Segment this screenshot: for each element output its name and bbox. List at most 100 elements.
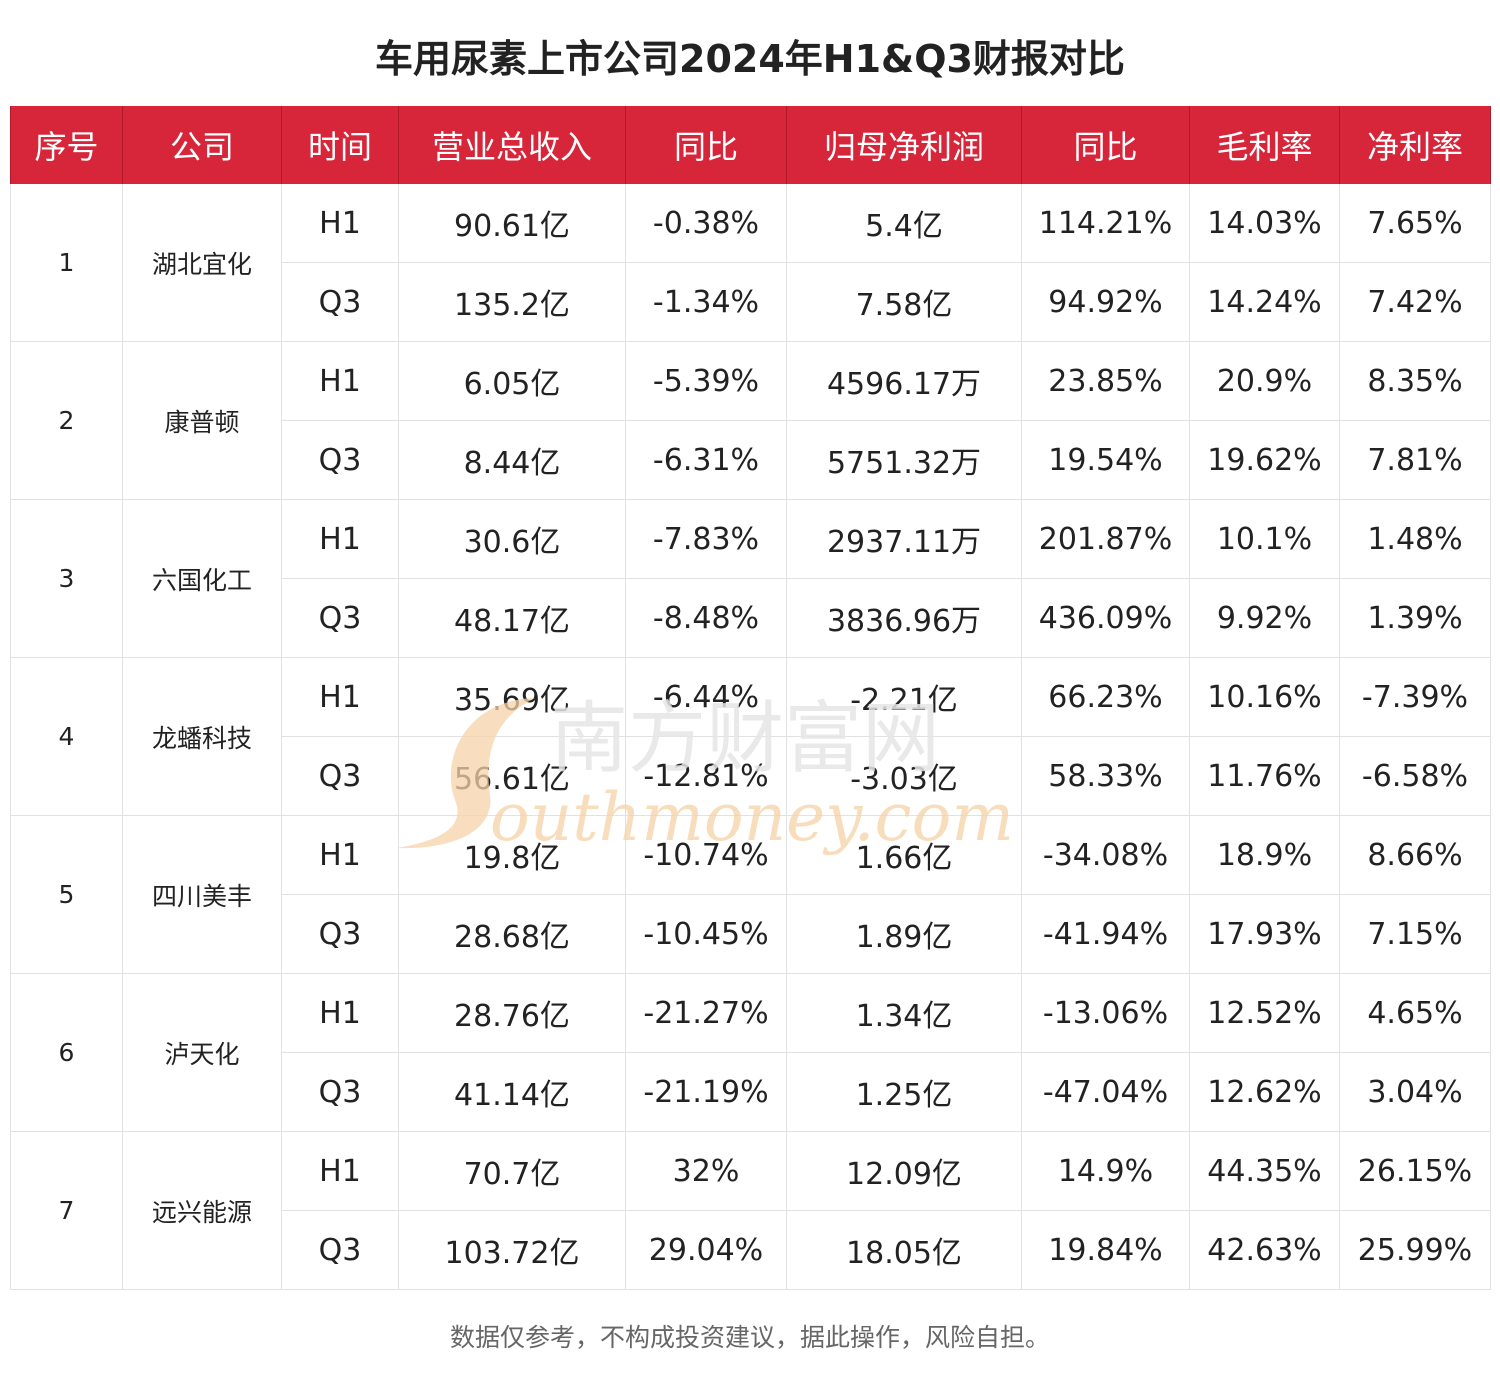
net-margin-cell: 1.39%	[1339, 578, 1491, 658]
table-row: Q3 41.14亿 -21.19% 1.25亿 -47.04% 12.62% 3.04%	[11, 1052, 1491, 1132]
period-cell: H1	[281, 815, 399, 895]
net-margin-cell: -7.39%	[1339, 657, 1491, 737]
revenue-cell: 30.6亿	[398, 499, 626, 579]
period-cell: H1	[281, 341, 399, 421]
profit-yoy-cell: -34.08%	[1021, 815, 1190, 895]
period-cell: Q3	[281, 1210, 399, 1290]
gross-margin-cell: 18.9%	[1189, 815, 1340, 895]
revenue-yoy-cell: 32%	[625, 1131, 787, 1211]
revenue-cell: 28.68亿	[398, 894, 626, 974]
profit-yoy-cell: -13.06%	[1021, 973, 1190, 1053]
table-row: 7 远兴能源 H1 70.7亿 32% 12.09亿 14.9% 44.35% 26.15%	[10, 1131, 1491, 1290]
gross-margin-cell: 42.63%	[1189, 1210, 1340, 1290]
revenue-cell: 19.8亿	[398, 815, 626, 895]
net-margin-cell: 7.42%	[1339, 262, 1491, 342]
company-name-cell: 六国化工	[122, 499, 282, 658]
revenue-cell: 90.61亿	[398, 184, 626, 263]
revenue-yoy-cell: -10.45%	[625, 894, 787, 974]
net-profit-cell: 2937.11万	[786, 499, 1022, 579]
revenue-yoy-cell: -7.83%	[625, 499, 787, 579]
gross-margin-cell: 17.93%	[1189, 894, 1340, 974]
revenue-yoy-cell: -12.81%	[625, 736, 787, 816]
profit-yoy-cell: 94.92%	[1021, 262, 1190, 342]
period-cell: H1	[281, 657, 399, 737]
period-cell: H1	[281, 973, 399, 1053]
period-cell: Q3	[281, 262, 399, 342]
revenue-yoy-cell: -8.48%	[625, 578, 787, 658]
period-cell: Q3	[281, 578, 399, 658]
revenue-yoy-cell: -21.27%	[625, 973, 787, 1053]
row-index-cell: 6	[10, 973, 123, 1132]
gross-margin-cell: 12.52%	[1189, 973, 1340, 1053]
period-cell: H1	[281, 1131, 399, 1211]
row-index-cell: 4	[10, 657, 123, 816]
profit-yoy-cell: 201.87%	[1021, 499, 1190, 579]
row-index-cell: 3	[10, 499, 123, 658]
net-margin-cell: 8.66%	[1339, 815, 1491, 895]
period-cell: Q3	[281, 894, 399, 974]
gross-margin-cell: 19.62%	[1189, 420, 1340, 500]
profit-yoy-cell: 19.54%	[1021, 420, 1190, 500]
net-profit-cell: 12.09亿	[786, 1131, 1022, 1211]
net-margin-cell: 7.65%	[1339, 184, 1491, 263]
net-margin-cell: -6.58%	[1339, 736, 1491, 816]
profit-yoy-cell: 114.21%	[1021, 184, 1190, 263]
table-row: 3 六国化工 H1 30.6亿 -7.83% 2937.11万 201.87% 10.1% 1.…	[10, 499, 1491, 658]
period-cell: Q3	[281, 420, 399, 500]
column-header: 净利率	[1339, 106, 1491, 184]
net-profit-cell: -3.03亿	[786, 736, 1022, 816]
net-margin-cell: 1.48%	[1339, 499, 1491, 579]
table-header-row: 序号 公司 时间 营业总收入 同比 归母净利润 同比 毛利率 净利率	[10, 106, 1491, 184]
table-row: 4 龙蟠科技 H1 35.69亿 -6.44% -2.21亿 66.23% 10.16% -7.…	[10, 657, 1491, 816]
table-row: Q3 28.68亿 -10.45% 1.89亿 -41.94% 17.93% 7.15%	[11, 894, 1491, 974]
column-header: 公司	[122, 106, 282, 184]
company-name-cell: 远兴能源	[122, 1131, 282, 1290]
revenue-cell: 56.61亿	[398, 736, 626, 816]
period-cell: H1	[281, 184, 399, 263]
revenue-cell: 6.05亿	[398, 341, 626, 421]
column-header: 归母净利润	[786, 106, 1022, 184]
row-index-cell: 7	[10, 1131, 123, 1290]
gross-margin-cell: 14.24%	[1189, 262, 1340, 342]
profit-yoy-cell: 66.23%	[1021, 657, 1190, 737]
revenue-cell: 48.17亿	[398, 578, 626, 658]
gross-margin-cell: 10.16%	[1189, 657, 1340, 737]
company-name-cell: 湖北宜化	[122, 184, 282, 342]
gross-margin-cell: 14.03%	[1189, 184, 1340, 263]
gross-margin-cell: 12.62%	[1189, 1052, 1340, 1132]
net-profit-cell: 7.58亿	[786, 262, 1022, 342]
company-name-cell: 康普顿	[122, 341, 282, 500]
net-profit-cell: 1.34亿	[786, 973, 1022, 1053]
revenue-cell: 28.76亿	[398, 973, 626, 1053]
net-profit-cell: 1.25亿	[786, 1052, 1022, 1132]
net-profit-cell: 5751.32万	[786, 420, 1022, 500]
row-index-cell: 2	[10, 341, 123, 500]
revenue-yoy-cell: -10.74%	[625, 815, 787, 895]
revenue-cell: 41.14亿	[398, 1052, 626, 1132]
table-row: 6 泸天化 H1 28.76亿 -21.27% 1.34亿 -13.06% 12.52% 4.6…	[10, 973, 1491, 1132]
profit-yoy-cell: -41.94%	[1021, 894, 1190, 974]
revenue-cell: 8.44亿	[398, 420, 626, 500]
column-header: 同比	[1021, 106, 1190, 184]
gross-margin-cell: 44.35%	[1189, 1131, 1340, 1211]
revenue-yoy-cell: -21.19%	[625, 1052, 787, 1132]
net-margin-cell: 3.04%	[1339, 1052, 1491, 1132]
table-row: Q3 8.44亿 -6.31% 5751.32万 19.54% 19.62% 7.81%	[11, 420, 1491, 500]
revenue-cell: 103.72亿	[398, 1210, 626, 1290]
revenue-cell: 135.2亿	[398, 262, 626, 342]
net-profit-cell: 3836.96万	[786, 578, 1022, 658]
net-profit-cell: 1.66亿	[786, 815, 1022, 895]
net-margin-cell: 25.99%	[1339, 1210, 1491, 1290]
net-profit-cell: 4596.17万	[786, 341, 1022, 421]
revenue-cell: 70.7亿	[398, 1131, 626, 1211]
page-title: 车用尿素上市公司2024年H1&Q3财报对比	[375, 37, 1125, 81]
net-margin-cell: 26.15%	[1339, 1131, 1491, 1211]
revenue-cell: 35.69亿	[398, 657, 626, 737]
column-header: 毛利率	[1189, 106, 1340, 184]
net-profit-cell: 18.05亿	[786, 1210, 1022, 1290]
column-header: 营业总收入	[398, 106, 626, 184]
profit-yoy-cell: -47.04%	[1021, 1052, 1190, 1132]
revenue-yoy-cell: -5.39%	[625, 341, 787, 421]
net-margin-cell: 7.81%	[1339, 420, 1491, 500]
company-name-cell: 四川美丰	[122, 815, 282, 974]
